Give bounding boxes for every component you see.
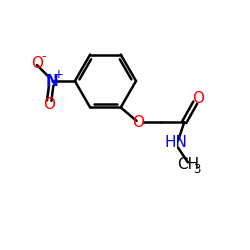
Text: 3: 3 bbox=[194, 163, 201, 176]
Text: O: O bbox=[132, 115, 144, 130]
Text: CH: CH bbox=[177, 158, 199, 172]
Text: N: N bbox=[45, 74, 58, 88]
Text: O: O bbox=[192, 92, 204, 106]
Text: -: - bbox=[42, 50, 46, 63]
Text: HN: HN bbox=[164, 136, 187, 150]
Text: O: O bbox=[31, 56, 43, 72]
Text: +: + bbox=[53, 68, 63, 81]
Text: O: O bbox=[43, 97, 55, 112]
